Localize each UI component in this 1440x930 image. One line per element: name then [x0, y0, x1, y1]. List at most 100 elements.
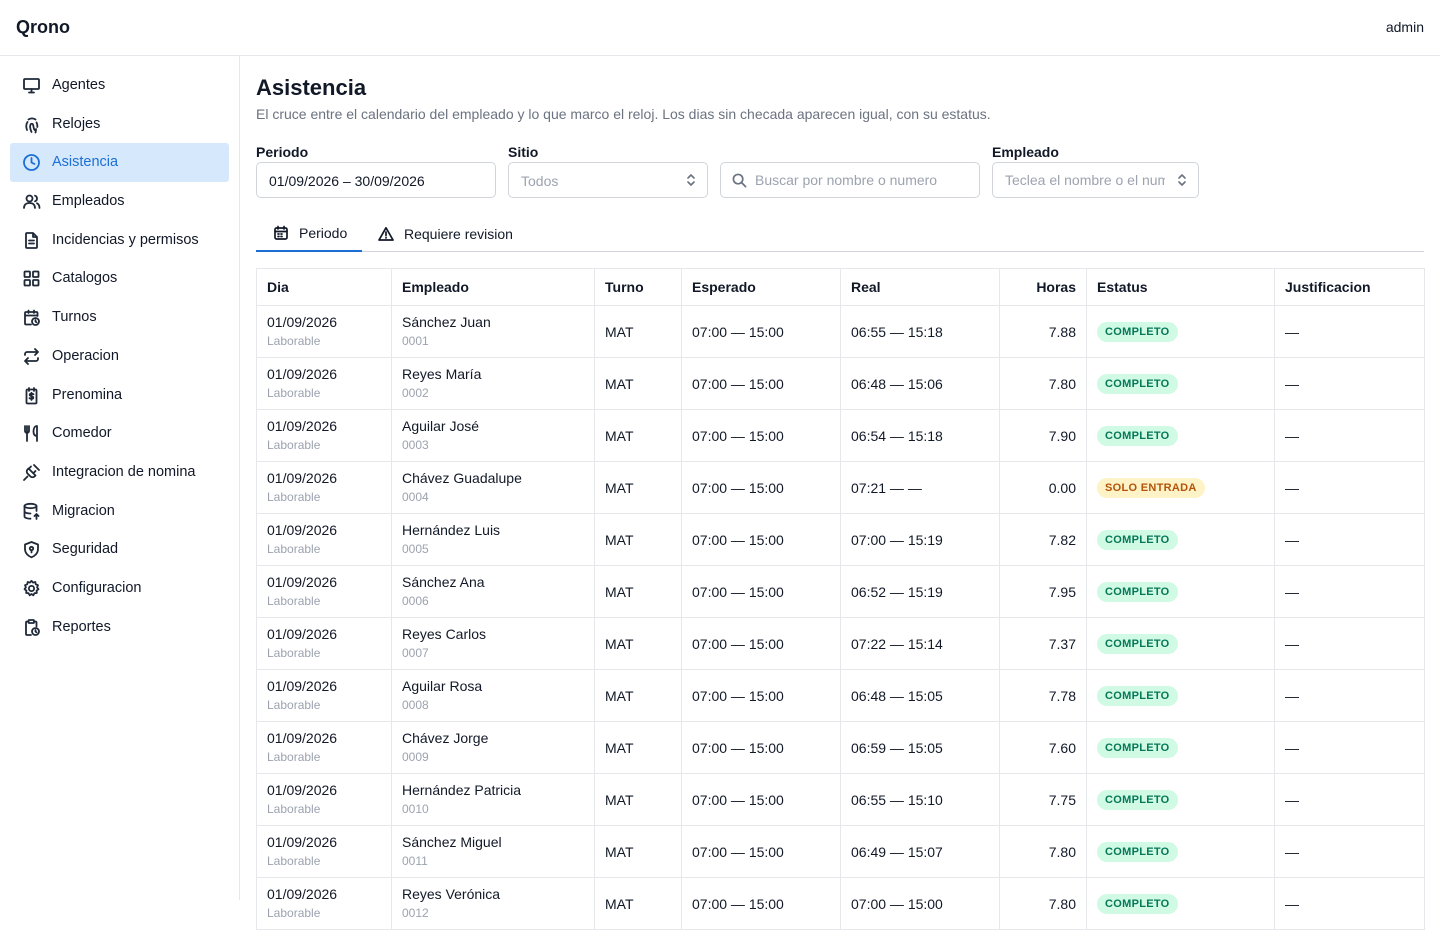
sidebar-item-asistencia[interactable]: Asistencia: [10, 143, 229, 182]
cell-justificacion[interactable]: —: [1274, 409, 1425, 462]
periodo-field[interactable]: 01/09/2026 – 30/09/2026: [256, 162, 496, 198]
cell-real: 06:59 — 15:05: [840, 721, 1000, 774]
table-row[interactable]: 01/09/2026 Laborable Hernández Patricia 001…: [256, 773, 1425, 826]
app-brand[interactable]: Qrono: [16, 17, 70, 37]
sitio-label: Sitio: [508, 144, 539, 160]
cell-justificacion[interactable]: —: [1274, 877, 1425, 930]
table-row[interactable]: 01/09/2026 Laborable Sánchez Juan 0001 MAT 07…: [256, 305, 1425, 358]
sidebar-item-comedor[interactable]: Comedor: [10, 414, 229, 453]
dia-date: 01/09/2026: [267, 626, 338, 642]
empleado-name[interactable]: Sánchez Miguel: [402, 834, 502, 850]
cell-real: 07:00 — 15:19: [840, 513, 1000, 566]
cell-turno: MAT: [594, 409, 682, 462]
empleado-name[interactable]: Hernández Luis: [402, 522, 501, 538]
sidebar-item-reportes[interactable]: Reportes: [10, 608, 229, 647]
sidebar-item-label: Asistencia: [52, 154, 119, 170]
sidebar-item-prenomina[interactable]: Prenomina: [10, 376, 229, 415]
empleado-combobox[interactable]: [992, 162, 1199, 198]
cell-real: 07:21 — —: [840, 461, 1000, 514]
empleado-name[interactable]: Sánchez Juan: [402, 314, 491, 330]
table-row[interactable]: 01/09/2026 Laborable Aguilar José 0003 MAT 07…: [256, 409, 1425, 462]
search-field[interactable]: [720, 162, 980, 198]
sidebar-item-integracion-de-nomina[interactable]: Integracion de nomina: [10, 453, 229, 492]
cell-empleado: Reyes Carlos 0007: [391, 617, 595, 670]
empleado-name[interactable]: Aguilar Rosa: [402, 678, 483, 694]
cell-justificacion[interactable]: —: [1274, 565, 1425, 618]
table-row[interactable]: 01/09/2026 Laborable Reyes Verónica 0012 MAT…: [256, 877, 1425, 930]
empleado-number: 0012: [402, 906, 429, 920]
sidebar-item-operacion[interactable]: Operacion: [10, 337, 229, 376]
cell-turno: MAT: [594, 617, 682, 670]
sidebar-item-agentes[interactable]: Agentes: [10, 66, 229, 105]
sidebar-item-label: Configuracion: [52, 580, 142, 596]
search-input[interactable]: [755, 163, 975, 197]
fingerprint-icon: [22, 115, 41, 134]
empleado-input[interactable]: [1005, 163, 1165, 197]
cell-justificacion[interactable]: —: [1274, 721, 1425, 774]
column-header-real[interactable]: Real: [840, 268, 1000, 306]
cell-justificacion[interactable]: —: [1274, 461, 1425, 514]
plug-icon: [22, 463, 41, 482]
cell-justificacion[interactable]: —: [1274, 825, 1425, 878]
receipt-icon: [22, 386, 41, 405]
empleado-name[interactable]: Hernández Patricia: [402, 782, 522, 798]
sidebar-item-incidencias-y-permisos[interactable]: Incidencias y permisos: [10, 221, 229, 260]
periodo-label: Periodo: [256, 144, 309, 160]
empleado-name[interactable]: Reyes Carlos: [402, 626, 487, 642]
cell-real: 06:55 — 15:10: [840, 773, 1000, 826]
cell-justificacion[interactable]: —: [1274, 669, 1425, 722]
dia-type: Laborable: [267, 698, 321, 712]
sidebar-item-migracion[interactable]: Migracion: [10, 492, 229, 531]
sidebar-item-turnos[interactable]: Turnos: [10, 298, 229, 337]
cell-turno: MAT: [594, 721, 682, 774]
empleado-number: 0010: [402, 802, 429, 816]
column-header-estatus[interactable]: Estatus: [1086, 268, 1275, 306]
cell-justificacion[interactable]: —: [1274, 357, 1425, 410]
tab-label: Requiere revision: [404, 226, 513, 242]
sidebar-item-seguridad[interactable]: Seguridad: [10, 530, 229, 569]
user-menu[interactable]: admin: [1385, 19, 1424, 35]
dia-type: Laborable: [267, 542, 321, 556]
empleado-name[interactable]: Reyes Verónica: [402, 886, 501, 902]
sidebar-item-catalogos[interactable]: Catalogos: [10, 259, 229, 298]
empleado-number: 0007: [402, 646, 429, 660]
cell-turno: MAT: [594, 461, 682, 514]
table-row[interactable]: 01/09/2026 Laborable Chávez Jorge 0009 MAT 07…: [256, 721, 1425, 774]
tab-requiere-revision[interactable]: Requiere revision: [378, 216, 513, 252]
cell-justificacion[interactable]: —: [1274, 513, 1425, 566]
cell-horas: 7.80: [999, 825, 1087, 878]
table-row[interactable]: 01/09/2026 Laborable Reyes Carlos 0007 MAT 07…: [256, 617, 1425, 670]
sidebar-item-relojes[interactable]: Relojes: [10, 105, 229, 144]
table-row[interactable]: 01/09/2026 Laborable Aguilar Rosa 0008 MAT 07…: [256, 669, 1425, 722]
empleado-name[interactable]: Chávez Jorge: [402, 730, 489, 746]
column-header-horas[interactable]: Horas: [999, 268, 1087, 306]
column-header-turno[interactable]: Turno: [594, 268, 682, 306]
status-badge: COMPLETO: [1097, 633, 1178, 654]
table-row[interactable]: 01/09/2026 Laborable Sánchez Miguel 0011 MAT…: [256, 825, 1425, 878]
column-header-dia[interactable]: Dia: [256, 268, 392, 306]
table-row[interactable]: 01/09/2026 Laborable Chávez Guadalupe 0004 M…: [256, 461, 1425, 514]
column-header-empleado[interactable]: Empleado: [391, 268, 595, 306]
cell-esperado: 07:00 — 15:00: [681, 357, 841, 410]
table-row[interactable]: 01/09/2026 Laborable Hernández Luis 0005 MAT…: [256, 513, 1425, 566]
empleado-number: 0009: [402, 750, 429, 764]
column-header-justificacion[interactable]: Justificacion: [1274, 268, 1425, 306]
sidebar-item-empleados[interactable]: Empleados: [10, 182, 229, 221]
cell-justificacion[interactable]: —: [1274, 305, 1425, 358]
cell-justificacion[interactable]: —: [1274, 773, 1425, 826]
sidebar-item-configuracion[interactable]: Configuracion: [10, 569, 229, 608]
sitio-select[interactable]: Todos: [508, 162, 708, 198]
empleado-name[interactable]: Chávez Guadalupe: [402, 470, 522, 486]
cell-justificacion[interactable]: —: [1274, 617, 1425, 670]
table-row[interactable]: 01/09/2026 Laborable Reyes María 0002 MAT 07:…: [256, 357, 1425, 410]
cell-empleado: Sánchez Miguel 0011: [391, 825, 595, 878]
column-header-esperado[interactable]: Esperado: [681, 268, 841, 306]
table-row[interactable]: 01/09/2026 Laborable Sánchez Ana 0006 MAT 07:…: [256, 565, 1425, 618]
empleado-name[interactable]: Aguilar José: [402, 418, 480, 434]
empleado-name[interactable]: Sánchez Ana: [402, 574, 485, 590]
dia-date: 01/09/2026: [267, 834, 338, 850]
cell-empleado: Hernández Luis 0005: [391, 513, 595, 566]
empleado-name[interactable]: Reyes María: [402, 366, 482, 382]
status-badge: COMPLETO: [1097, 373, 1178, 394]
tab-periodo[interactable]: Periodo: [256, 216, 362, 252]
